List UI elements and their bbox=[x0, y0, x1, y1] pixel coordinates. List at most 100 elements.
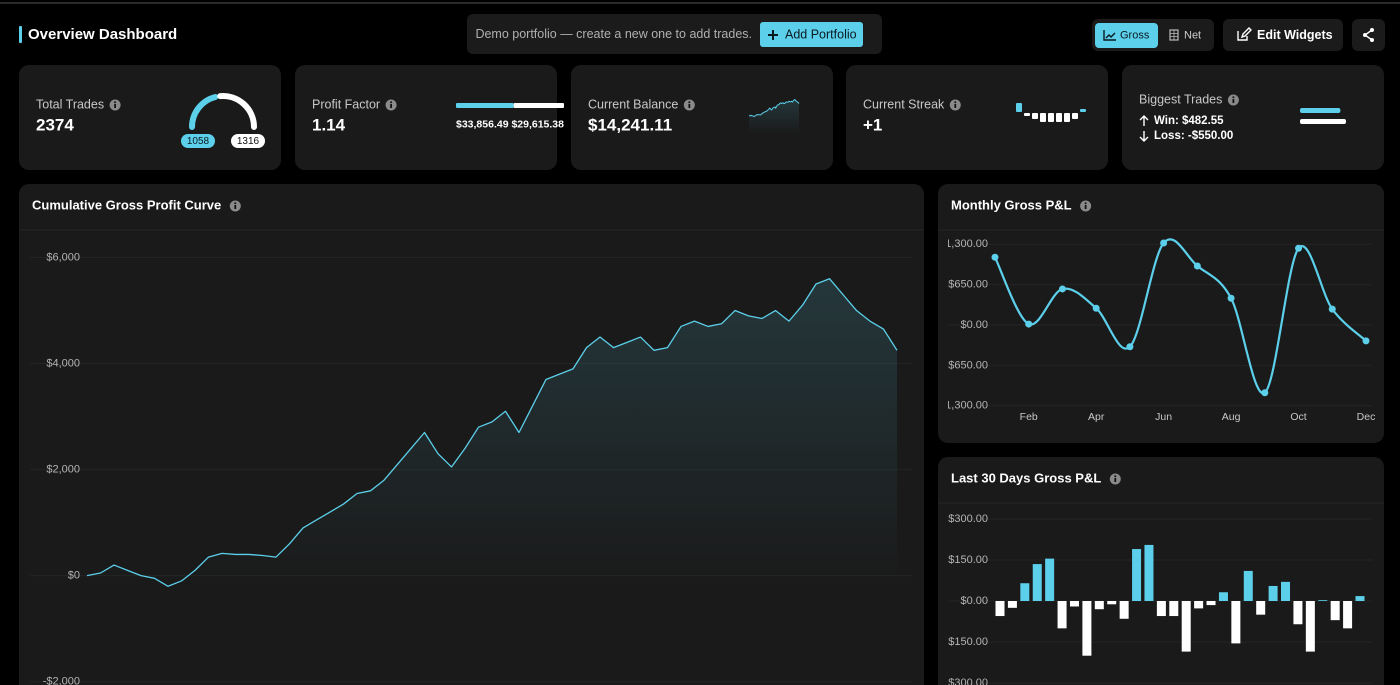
bar bbox=[1119, 601, 1129, 619]
y-tick-label: $2,000 bbox=[46, 464, 80, 476]
info-stem bbox=[1084, 205, 1087, 209]
toggle-active-bg[interactable] bbox=[1095, 23, 1158, 48]
card-value: $14,241.11 bbox=[588, 115, 672, 134]
streak-bar bbox=[1056, 113, 1062, 122]
info-dot bbox=[1084, 202, 1087, 205]
info-icon bbox=[1109, 473, 1121, 485]
point bbox=[1193, 262, 1201, 270]
trade-label: Loss: -$550.00 bbox=[1154, 130, 1233, 142]
bar bbox=[1268, 585, 1278, 601]
loss-bar bbox=[513, 103, 564, 108]
info-stem bbox=[1232, 99, 1235, 103]
bar bbox=[1206, 601, 1216, 606]
toggle-label: Net bbox=[1184, 29, 1201, 41]
card-title: Current Streak bbox=[863, 97, 945, 111]
bar bbox=[1169, 601, 1179, 617]
card-divider bbox=[19, 229, 924, 231]
loss-label: $29,615.38 bbox=[511, 118, 564, 130]
y-tick-label: -$650.00 bbox=[945, 359, 988, 371]
card-title: Profit Factor bbox=[312, 97, 380, 111]
streak-bar bbox=[1016, 103, 1022, 112]
card-title: Biggest Trades bbox=[1139, 92, 1222, 106]
gauge-wins bbox=[189, 93, 219, 130]
card-bg bbox=[1122, 65, 1384, 170]
bar bbox=[1107, 601, 1117, 605]
info-stem bbox=[688, 104, 691, 108]
y-tick-label: -$2,000 bbox=[43, 676, 80, 685]
info-icon bbox=[229, 200, 241, 212]
bar bbox=[1243, 570, 1253, 601]
kpi-card: Total Trades 2374 bbox=[19, 65, 281, 170]
bar bbox=[1293, 601, 1303, 625]
streak-bar bbox=[1064, 113, 1070, 122]
trade-label: Win: $482.55 bbox=[1154, 115, 1224, 127]
y-tick-label: $300.00 bbox=[948, 513, 988, 525]
y-tick-label: $0.00 bbox=[960, 595, 988, 607]
point bbox=[1058, 285, 1066, 293]
trade-bar bbox=[1300, 108, 1341, 113]
x-tick-label: Oct bbox=[1290, 411, 1306, 423]
chart-body: $300.00 $150.00 $0.00 -$150.00 -$300.00 bbox=[945, 513, 1372, 685]
card-title: Total Trades bbox=[36, 97, 104, 111]
sparkline bbox=[748, 99, 800, 118]
bar bbox=[1032, 564, 1042, 601]
point bbox=[1025, 320, 1033, 328]
card-bg bbox=[571, 65, 833, 170]
info-icon bbox=[109, 99, 121, 111]
wins-pill bbox=[181, 134, 215, 148]
streak-bar bbox=[1032, 113, 1038, 119]
button-label: Edit Widgets bbox=[1257, 28, 1333, 42]
button-label: Add Portfolio bbox=[785, 27, 857, 41]
y-tick-label: $0 bbox=[68, 570, 80, 582]
toggle-net[interactable]: Net bbox=[1169, 29, 1201, 41]
info-dot bbox=[390, 101, 393, 104]
title-accent bbox=[19, 26, 22, 43]
point bbox=[991, 253, 999, 261]
bar bbox=[1218, 592, 1228, 601]
bar bbox=[995, 601, 1005, 617]
point bbox=[1092, 304, 1100, 312]
info-dot bbox=[114, 101, 117, 104]
bar bbox=[1330, 601, 1340, 621]
bar bbox=[1156, 601, 1166, 617]
page-title: Overview Dashboard bbox=[28, 26, 177, 43]
x-tick-label: Apr bbox=[1088, 411, 1105, 423]
bar bbox=[1181, 601, 1191, 652]
point bbox=[1227, 294, 1235, 302]
card-bg bbox=[938, 457, 1384, 685]
info-icon bbox=[385, 99, 397, 111]
chart-icon bbox=[1103, 30, 1116, 41]
notice-text: Demo portfolio — create a new one to add… bbox=[475, 27, 752, 41]
profit-label: $33,856.49 bbox=[456, 118, 509, 130]
button-bg[interactable] bbox=[760, 22, 863, 47]
info-icon bbox=[1080, 200, 1092, 212]
point bbox=[1160, 239, 1168, 247]
toggle-gross[interactable]: Gross bbox=[1095, 23, 1158, 48]
arrow-icon bbox=[1139, 115, 1149, 126]
y-tick-label: -$150.00 bbox=[945, 636, 988, 648]
chart-card: Monthly Gross P&L $1,300.00 $650.00 $0.00 -$… bbox=[938, 184, 1384, 443]
card-bg bbox=[938, 184, 1384, 443]
table-icon-lines bbox=[1170, 30, 1178, 40]
bar bbox=[1305, 601, 1315, 652]
chart-title: Last 30 Days Gross P&L bbox=[951, 470, 1101, 485]
share-dot bbox=[1370, 28, 1374, 32]
add-portfolio-button[interactable]: Add Portfolio bbox=[760, 22, 863, 47]
share-button[interactable] bbox=[1352, 19, 1385, 51]
streak-bar bbox=[1024, 113, 1030, 116]
bar bbox=[1057, 601, 1067, 629]
button-bg[interactable] bbox=[1223, 19, 1343, 51]
toggle-label: Gross bbox=[1120, 29, 1150, 41]
kpi-card: Biggest Trades bbox=[1122, 65, 1384, 170]
info-stem bbox=[1114, 478, 1117, 482]
area-fill bbox=[87, 278, 897, 587]
sparkline-area bbox=[749, 99, 799, 134]
button-bg[interactable] bbox=[1352, 19, 1385, 51]
streak-bar bbox=[1040, 113, 1046, 122]
x-tick-label: Feb bbox=[1020, 411, 1038, 423]
gauge-losses bbox=[217, 93, 257, 130]
y-tick-label: $1,300.00 bbox=[939, 238, 988, 250]
edit-widgets-button[interactable]: Edit Widgets bbox=[1223, 19, 1343, 51]
point bbox=[1362, 337, 1370, 345]
